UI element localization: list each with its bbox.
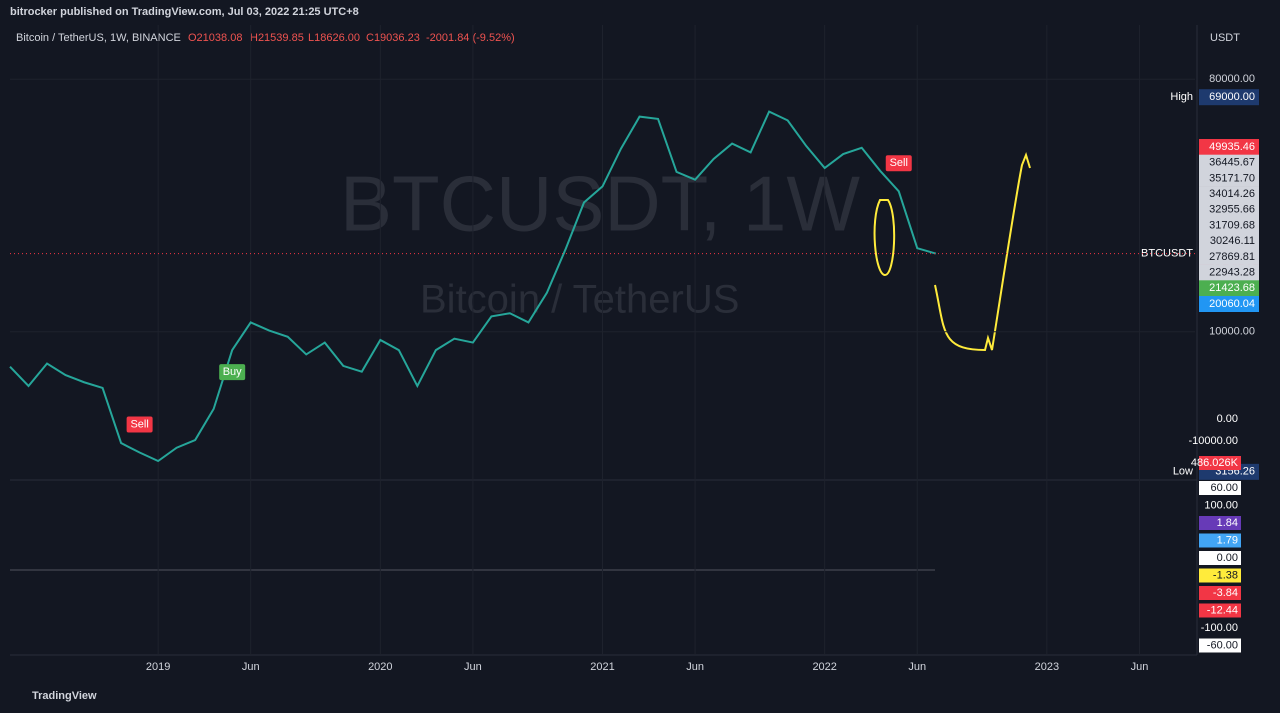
scale-badge-bg xyxy=(1199,551,1241,565)
indicator-badge: 31709.68 xyxy=(1209,219,1255,231)
scale-label: 486.026K xyxy=(1191,457,1239,469)
scale-badge-bg xyxy=(1199,603,1241,618)
indicator-badge: 49935.46 xyxy=(1209,141,1255,153)
scale-badge-bg xyxy=(1199,481,1241,495)
x-tick-label: 2022 xyxy=(812,661,836,673)
x-tick-label: 2021 xyxy=(590,661,614,673)
scale-badge-bg xyxy=(1199,638,1241,653)
scale-label: 0.00 xyxy=(1217,552,1238,564)
x-tick-label: Jun xyxy=(464,661,482,673)
indicator-badge-bg xyxy=(1199,248,1259,265)
indicator-badge: 30246.11 xyxy=(1210,235,1255,247)
watermark-description: Bitcoin / TetherUS xyxy=(420,278,739,322)
signal: Sell xyxy=(130,418,148,430)
indicator-badge-bg xyxy=(1199,264,1259,281)
indicator-badge: 21423.68 xyxy=(1209,282,1255,294)
indicator-badge-bg xyxy=(1199,154,1259,171)
y-tick-label: 10000.00 xyxy=(1209,326,1255,338)
scale-label: 0.00 xyxy=(1217,413,1238,425)
scale-label: 100.00 xyxy=(1204,499,1238,511)
price-unit: USDT xyxy=(1210,32,1240,44)
scale-label: -60.00 xyxy=(1207,639,1238,651)
scale-label: -100.00 xyxy=(1201,622,1238,634)
indicator-badge: 20060.04 xyxy=(1209,298,1255,310)
open: O21038.08 xyxy=(188,32,242,44)
publisher: bitrocker published on TradingView.com, … xyxy=(10,6,359,18)
x-tick-label: Jun xyxy=(908,661,926,673)
x-tick-label: Jun xyxy=(686,661,704,673)
change: -2001.84 (-9.52%) xyxy=(426,32,515,44)
indicator-badge-bg xyxy=(1199,170,1259,187)
signal-bg xyxy=(126,416,153,433)
scale-badge-bg xyxy=(1199,516,1241,530)
indicator-badge: 36445.67 xyxy=(1209,157,1255,169)
scale-label: 1.79 xyxy=(1217,534,1238,546)
scale-label: -10000.00 xyxy=(1188,435,1238,447)
high: H21539.85 xyxy=(250,32,304,44)
symbol: Bitcoin / TetherUS, 1W, BINANCE xyxy=(16,32,181,44)
indicator-badge: 35171.70 xyxy=(1209,172,1255,184)
y-tick-label: 80000.00 xyxy=(1209,73,1255,85)
indicator-badge-bg xyxy=(1199,217,1259,234)
indicator-badge: 34014.26 xyxy=(1209,188,1255,200)
price-badge-name: Low xyxy=(1173,466,1193,478)
legend: Bitcoin / TetherUS, 1W, BINANCE O21038.0… xyxy=(16,32,515,44)
indicator-badge-bg xyxy=(1199,296,1259,312)
scale-badge-bg xyxy=(1199,456,1241,470)
scale-label: -12.44 xyxy=(1207,604,1238,616)
indicator-badge-bg xyxy=(1199,280,1259,297)
indicator-badge-bg xyxy=(1199,201,1259,218)
scale-label: 60.00 xyxy=(1210,482,1238,494)
scale-badge-bg xyxy=(1199,586,1241,600)
price-badge: 69000.00 xyxy=(1209,91,1255,103)
indicator-badge: 27869.81 xyxy=(1209,251,1255,263)
price-line xyxy=(9,110,937,463)
close: C19036.23 xyxy=(366,32,420,44)
scale-label: 1.84 xyxy=(1217,517,1238,529)
x-tick-label: Jun xyxy=(242,661,260,673)
footer-brand: TradingView xyxy=(32,690,97,702)
scale-label: -3.84 xyxy=(1213,587,1238,599)
price-badge-name: High xyxy=(1170,91,1193,103)
indicator-badge: 22943.28 xyxy=(1209,267,1255,279)
scale-badge-bg xyxy=(1199,568,1241,583)
indicator-badge-bg xyxy=(1199,186,1259,203)
indicator-badge-bg xyxy=(1199,233,1259,250)
watermark-ticker: BTCUSDT, 1W xyxy=(340,160,860,248)
price-badge-name: BTCUSDT xyxy=(1141,248,1193,260)
low: L18626.00 xyxy=(308,32,360,44)
indicator-badge: 32955.66 xyxy=(1209,204,1255,216)
indicator-badge-bg xyxy=(1199,139,1259,155)
x-tick-label: 2023 xyxy=(1035,661,1059,673)
x-tick-label: 2019 xyxy=(146,661,170,673)
signal-bg xyxy=(885,155,912,172)
signal-bg xyxy=(219,364,246,381)
x-tick-label: 2020 xyxy=(368,661,392,673)
x-tick-label: Jun xyxy=(1131,661,1149,673)
price-badge-bg xyxy=(1199,89,1259,106)
hand-drawing xyxy=(873,151,1031,352)
scale-label: -1.38 xyxy=(1213,569,1238,581)
signal: Sell xyxy=(890,157,908,169)
signal: Buy xyxy=(223,366,242,378)
scale-badge-bg xyxy=(1199,533,1241,548)
